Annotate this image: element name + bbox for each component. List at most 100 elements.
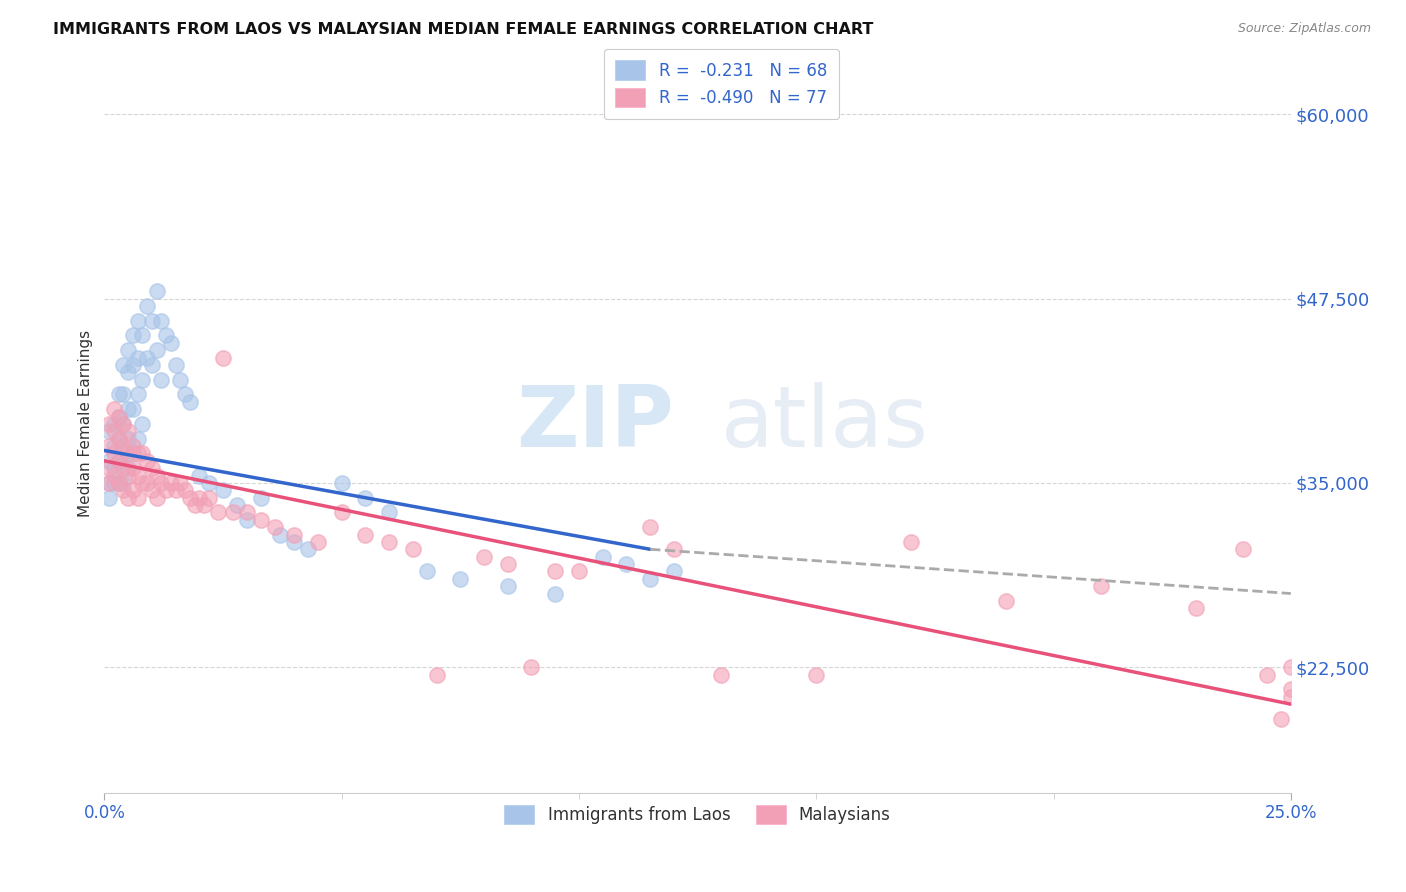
Point (145, 491, 167, 505)
Point (141, 358, 163, 372)
Point (159, 335, 181, 350)
Point (112, 475, 135, 490)
Point (121, 358, 143, 372)
Text: IMMIGRANTS FROM LAOS VS MALAYSIAN MEDIAN FEMALE EARNINGS CORRELATION CHART: IMMIGRANTS FROM LAOS VS MALAYSIAN MEDIAN… (53, 22, 873, 37)
Point (136, 351, 159, 365)
Point (179, 394, 201, 409)
Point (117, 461, 139, 475)
Point (472, 549, 495, 564)
Point (103, 446, 125, 460)
Point (416, 565, 439, 579)
Point (568, 565, 591, 579)
Point (117, 432, 139, 446)
Point (136, 475, 159, 490)
Point (117, 491, 139, 505)
Point (1232, 542, 1254, 557)
Point (159, 475, 181, 490)
Point (330, 475, 353, 490)
Point (145, 343, 167, 358)
Point (121, 439, 143, 453)
Point (592, 549, 614, 564)
Point (193, 498, 215, 512)
Point (496, 557, 519, 571)
Point (98, 454, 121, 468)
Point (150, 475, 173, 490)
Point (107, 475, 129, 490)
Point (121, 461, 143, 475)
Point (112, 483, 135, 498)
Point (900, 535, 922, 549)
Point (1256, 667, 1278, 681)
Point (150, 313, 173, 327)
Point (207, 505, 229, 519)
Point (354, 491, 377, 505)
Point (141, 461, 163, 475)
Point (145, 468, 167, 483)
Point (112, 358, 135, 372)
Point (117, 365, 139, 379)
Point (112, 446, 135, 460)
Point (127, 446, 149, 460)
Point (112, 417, 135, 431)
Point (127, 491, 149, 505)
Point (127, 313, 149, 327)
Point (1279, 690, 1302, 704)
Point (117, 446, 139, 460)
Point (264, 520, 287, 534)
Point (426, 667, 449, 681)
Point (221, 505, 243, 519)
Point (1279, 660, 1302, 674)
Point (107, 454, 129, 468)
Text: Source: ZipAtlas.com: Source: ZipAtlas.com (1237, 22, 1371, 36)
Point (378, 505, 401, 519)
Point (212, 351, 235, 365)
Point (117, 402, 139, 417)
Point (98, 491, 121, 505)
Point (107, 454, 129, 468)
Point (155, 328, 177, 343)
Point (141, 313, 163, 327)
Point (662, 565, 685, 579)
Point (112, 461, 135, 475)
Point (283, 535, 305, 549)
Point (544, 586, 567, 600)
Point (98, 461, 121, 475)
Point (174, 483, 197, 498)
Point (235, 513, 257, 527)
Point (616, 557, 638, 571)
Point (98, 439, 121, 453)
Point (103, 468, 125, 483)
Point (378, 535, 401, 549)
Point (127, 432, 149, 446)
Point (121, 446, 143, 460)
Point (103, 402, 125, 417)
Point (107, 409, 129, 424)
Text: ZIP: ZIP (516, 383, 673, 466)
Point (107, 409, 129, 424)
Point (183, 498, 205, 512)
Point (1090, 579, 1112, 593)
Point (103, 424, 125, 438)
Point (98, 417, 121, 431)
Point (662, 542, 685, 557)
Point (127, 387, 149, 401)
Point (131, 373, 153, 387)
Point (212, 483, 235, 498)
Point (165, 358, 187, 372)
Point (117, 424, 139, 438)
Point (197, 491, 219, 505)
Point (107, 432, 129, 446)
Text: atlas: atlas (721, 383, 929, 466)
Point (197, 475, 219, 490)
Point (520, 660, 543, 674)
Point (141, 483, 163, 498)
Point (165, 483, 187, 498)
Point (250, 513, 273, 527)
Point (136, 454, 159, 468)
Point (107, 475, 129, 490)
Point (98, 475, 121, 490)
Point (107, 387, 129, 401)
Point (297, 542, 319, 557)
Point (1279, 682, 1302, 697)
Legend: Immigrants from Laos, Malaysians: Immigrants from Laos, Malaysians (492, 793, 903, 836)
